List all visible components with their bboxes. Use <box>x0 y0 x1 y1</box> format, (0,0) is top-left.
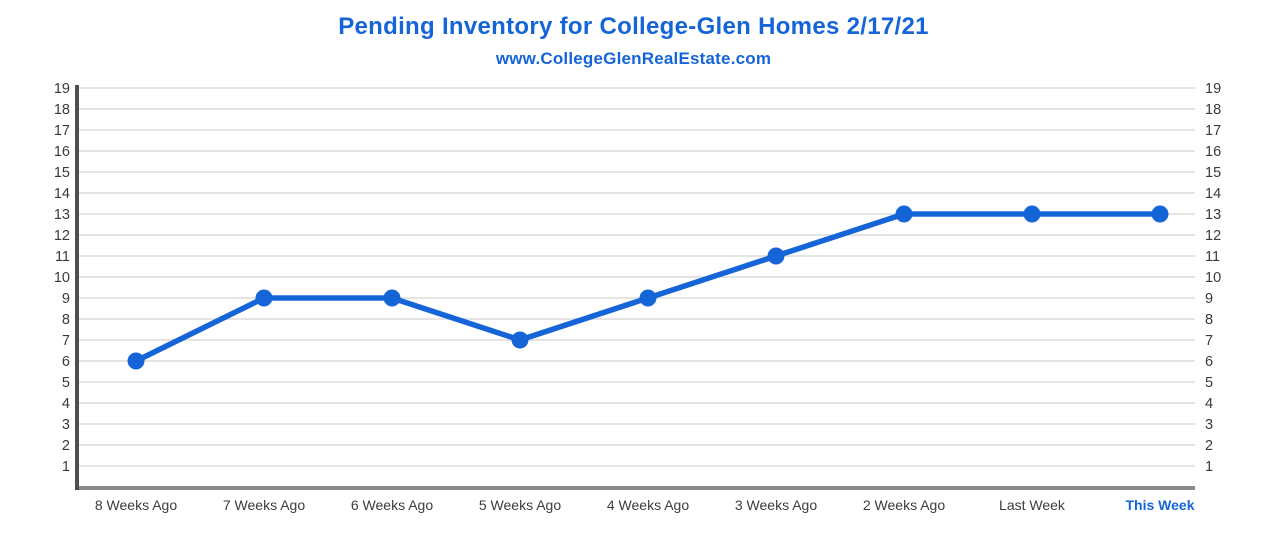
y-tick-label-left-11: 11 <box>55 249 70 265</box>
chart-title: Pending Inventory for College-Glen Homes… <box>338 13 929 40</box>
y-tick-label-left-16: 16 <box>54 144 70 160</box>
y-tick-label-right-3: 3 <box>1205 417 1213 433</box>
x-category-label-7-weeks-ago: 7 Weeks Ago <box>223 497 305 513</box>
x-category-label-this-week: This Week <box>1126 497 1195 513</box>
data-point-2-weeks-ago <box>895 205 913 223</box>
x-category-label-5-weeks-ago: 5 Weeks Ago <box>479 497 561 513</box>
y-tick-label-right-14: 14 <box>1205 186 1221 202</box>
y-tick-label-right-19: 19 <box>1205 81 1221 97</box>
x-category-label-3-weeks-ago: 3 Weeks Ago <box>735 497 817 513</box>
y-tick-label-left-9: 9 <box>62 291 70 307</box>
y-tick-label-left-1: 1 <box>62 459 70 475</box>
x-category-label-6-weeks-ago: 6 Weeks Ago <box>351 497 433 513</box>
y-tick-label-right-4: 4 <box>1205 396 1213 412</box>
y-tick-label-right-8: 8 <box>1205 312 1213 328</box>
y-tick-label-left-10: 10 <box>54 270 70 286</box>
data-point-7-weeks-ago <box>255 289 273 307</box>
data-point-5-weeks-ago <box>511 331 529 349</box>
y-tick-label-right-10: 10 <box>1205 270 1221 286</box>
y-tick-label-left-12: 12 <box>54 228 70 244</box>
y-tick-label-left-7: 7 <box>62 333 70 349</box>
x-category-label-2-weeks-ago: 2 Weeks Ago <box>863 497 945 513</box>
y-tick-label-left-14: 14 <box>54 186 70 202</box>
y-tick-label-right-17: 17 <box>1205 123 1221 139</box>
y-tick-label-right-15: 15 <box>1205 165 1221 181</box>
y-tick-label-right-12: 12 <box>1205 228 1221 244</box>
y-tick-label-right-7: 7 <box>1205 333 1213 349</box>
y-tick-label-right-1: 1 <box>1205 459 1213 475</box>
data-point-3-weeks-ago <box>767 247 785 265</box>
y-tick-label-left-15: 15 <box>54 165 70 181</box>
y-tick-label-left-17: 17 <box>54 123 70 139</box>
y-tick-label-left-2: 2 <box>62 438 70 454</box>
y-tick-label-left-3: 3 <box>62 417 70 433</box>
x-category-label-4-weeks-ago: 4 Weeks Ago <box>607 497 689 513</box>
data-point-6-weeks-ago <box>383 289 401 307</box>
chart-subtitle-url: www.CollegeGlenRealEstate.com <box>495 49 772 68</box>
y-tick-label-right-18: 18 <box>1205 102 1221 118</box>
y-tick-label-left-13: 13 <box>54 207 70 223</box>
x-category-label-last-week: Last Week <box>999 497 1066 513</box>
y-tick-label-left-5: 5 <box>62 375 70 391</box>
x-category-label-8-weeks-ago: 8 Weeks Ago <box>95 497 177 513</box>
y-tick-label-right-11: 11 <box>1205 249 1220 265</box>
data-point-8-weeks-ago <box>127 352 145 370</box>
y-tick-label-left-6: 6 <box>62 354 70 370</box>
y-tick-label-left-19: 19 <box>54 81 70 97</box>
y-tick-label-left-4: 4 <box>62 396 70 412</box>
data-point-4-weeks-ago <box>639 289 657 307</box>
y-tick-label-right-13: 13 <box>1205 207 1221 223</box>
series-line-pending-inventory <box>133 211 1163 364</box>
data-point-this-week <box>1151 205 1169 223</box>
data-point-last-week <box>1023 205 1041 223</box>
y-tick-label-right-16: 16 <box>1205 144 1221 160</box>
y-tick-label-right-5: 5 <box>1205 375 1213 391</box>
y-tick-label-right-6: 6 <box>1205 354 1213 370</box>
y-tick-label-left-8: 8 <box>62 312 70 328</box>
y-tick-label-right-9: 9 <box>1205 291 1213 307</box>
y-tick-label-right-2: 2 <box>1205 438 1213 454</box>
y-tick-label-left-18: 18 <box>54 102 70 118</box>
